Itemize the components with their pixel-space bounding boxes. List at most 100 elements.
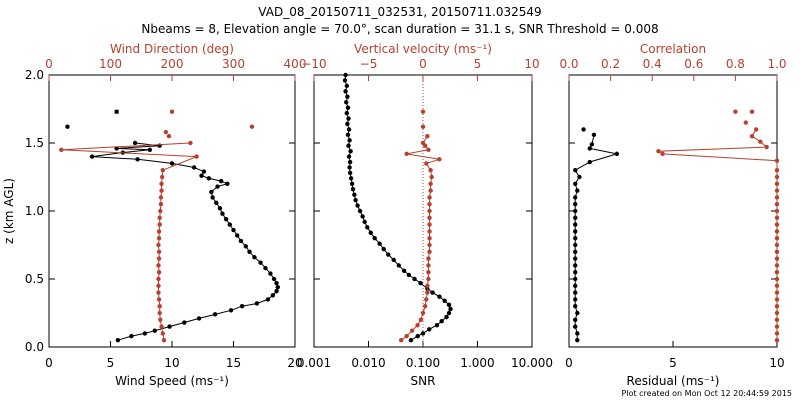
x-bottom-axis-label: Residual (ms⁻¹) — [627, 374, 720, 388]
data-point — [391, 257, 396, 263]
plot-frame — [48, 74, 296, 348]
x-top-tick-label: 0 — [45, 57, 53, 71]
data-point — [157, 222, 162, 227]
data-point — [188, 140, 193, 146]
data-point — [196, 316, 202, 321]
data-point — [573, 249, 578, 254]
data-point — [573, 195, 578, 200]
data-point — [199, 173, 204, 178]
data-point — [343, 72, 348, 78]
data-point — [362, 219, 367, 225]
data-point — [774, 188, 780, 193]
data-point — [573, 283, 578, 288]
data-point — [201, 169, 207, 174]
data-point — [347, 138, 352, 143]
data-point — [396, 263, 402, 268]
data-point — [275, 284, 280, 290]
figure-title-line1: VAD_08_20150711_032531, 20150711.032549 — [258, 5, 541, 19]
x-top-tick-label: 300 — [222, 57, 245, 71]
series-black — [573, 127, 620, 343]
data-point — [344, 83, 350, 89]
data-point — [427, 222, 432, 227]
isolated-point — [166, 134, 172, 139]
data-point — [347, 165, 352, 170]
data-point — [225, 181, 230, 186]
data-point — [427, 327, 432, 332]
data-point — [774, 338, 780, 343]
data-point — [573, 256, 578, 261]
data-point — [774, 256, 780, 261]
x-top-tick-label: 1.0 — [767, 57, 786, 71]
data-point — [573, 263, 578, 268]
data-point — [239, 304, 245, 309]
panel-2: 0.001 0.010 0.100 1.000 10.000 −10 −5 0 5 10 SNR Ve… — [297, 42, 553, 388]
data-point — [219, 178, 224, 184]
data-point — [274, 289, 279, 294]
data-point — [573, 236, 578, 241]
x-bottom-tick-label: 20 — [287, 356, 302, 370]
data-point — [427, 236, 432, 241]
data-point — [212, 312, 218, 317]
data-point — [573, 276, 578, 282]
series-line — [61, 142, 197, 341]
data-point — [774, 270, 780, 275]
data-point — [774, 168, 780, 173]
data-point — [368, 230, 373, 235]
data-point — [350, 187, 356, 192]
x-bottom-axis-label: Wind Speed (ms⁻¹) — [115, 374, 229, 388]
data-point — [115, 338, 121, 343]
x-top-tick-label: 0 — [419, 57, 427, 71]
data-point — [135, 157, 140, 162]
data-point — [346, 127, 352, 132]
data-point — [344, 110, 350, 116]
x-top-tick-label: 0.6 — [684, 57, 703, 71]
data-point — [573, 229, 578, 234]
data-point — [774, 174, 780, 180]
data-point — [425, 283, 430, 288]
data-point — [157, 304, 162, 309]
data-point — [158, 195, 164, 200]
x-top-axis-label: Wind Direction (deg) — [110, 42, 234, 56]
data-point — [429, 174, 434, 180]
data-point — [159, 324, 164, 329]
isolated-point — [581, 127, 586, 132]
data-point — [357, 208, 363, 214]
isolated-point — [249, 124, 255, 129]
data-point — [573, 297, 578, 302]
data-point — [434, 323, 440, 328]
data-point — [774, 263, 780, 268]
data-point — [243, 244, 248, 249]
data-point — [247, 249, 252, 254]
data-point — [446, 302, 452, 308]
data-point — [774, 215, 780, 220]
x-bottom-axis-label: SNR — [411, 374, 436, 388]
data-point — [386, 252, 391, 257]
x-top-tick-label: 0.8 — [726, 57, 745, 71]
data-point — [191, 165, 197, 170]
data-point — [774, 276, 780, 282]
data-point — [575, 331, 580, 336]
data-point — [426, 276, 431, 282]
x-top-tick-label: 400 — [284, 57, 307, 71]
isolated-point — [65, 124, 70, 129]
data-point — [147, 147, 153, 152]
data-point — [342, 78, 348, 83]
data-point — [156, 283, 161, 288]
data-point — [774, 222, 780, 227]
x-bottom-tick-label: 0.100 — [406, 356, 440, 370]
plot-created-footer: Plot created on Mon Oct 12 20:44:59 2015 — [622, 389, 792, 398]
data-point — [422, 304, 428, 309]
x-top-tick-label: −5 — [360, 57, 378, 71]
data-point — [774, 181, 780, 186]
data-point — [271, 276, 277, 282]
x-top-tick-label: 5 — [474, 57, 482, 71]
data-point — [346, 143, 351, 148]
data-point — [573, 290, 578, 295]
data-point — [774, 290, 780, 295]
data-point — [418, 280, 423, 286]
x-top-tick-label: 100 — [99, 57, 122, 71]
plot-frame — [568, 74, 778, 348]
data-point — [448, 306, 453, 312]
data-point — [349, 181, 355, 186]
